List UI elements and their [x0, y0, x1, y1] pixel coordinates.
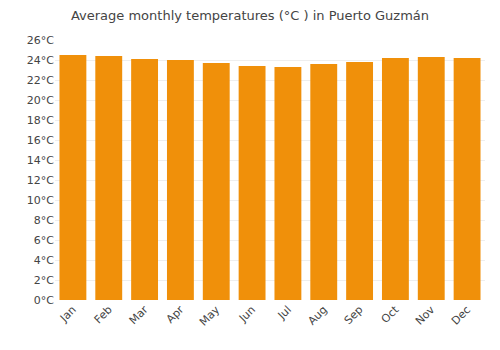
svg-text:24°C: 24°C — [27, 54, 54, 67]
svg-text:May: May — [197, 303, 223, 329]
svg-text:Mar: Mar — [127, 303, 151, 327]
svg-text:Jun: Jun — [236, 303, 258, 325]
svg-text:10°C: 10°C — [27, 194, 54, 207]
svg-text:8°C: 8°C — [34, 214, 54, 227]
svg-text:22°C: 22°C — [27, 74, 54, 87]
svg-text:0°C: 0°C — [34, 294, 54, 307]
svg-text:4°C: 4°C — [34, 254, 54, 267]
svg-text:Average monthly temperatures (: Average monthly temperatures (°C ) in Pu… — [71, 8, 429, 23]
svg-text:16°C: 16°C — [27, 134, 54, 147]
svg-text:Oct: Oct — [379, 303, 402, 326]
svg-text:Dec: Dec — [449, 303, 473, 327]
svg-text:Aug: Aug — [305, 303, 329, 327]
svg-text:26°C: 26°C — [27, 34, 54, 47]
svg-text:Jul: Jul — [275, 303, 294, 322]
svg-text:Jan: Jan — [57, 303, 79, 325]
svg-text:14°C: 14°C — [27, 154, 54, 167]
svg-text:Sep: Sep — [342, 303, 366, 327]
svg-text:Nov: Nov — [413, 303, 438, 328]
svg-text:20°C: 20°C — [27, 94, 54, 107]
svg-text:Apr: Apr — [164, 303, 187, 326]
svg-text:12°C: 12°C — [27, 174, 54, 187]
svg-text:6°C: 6°C — [34, 234, 54, 247]
svg-text:18°C: 18°C — [27, 114, 54, 127]
svg-text:2°C: 2°C — [34, 274, 54, 287]
svg-text:Feb: Feb — [92, 303, 115, 326]
